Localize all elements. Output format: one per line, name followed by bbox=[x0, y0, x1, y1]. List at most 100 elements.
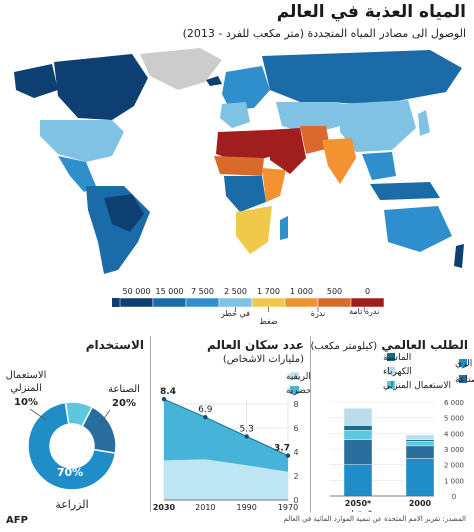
forecast-note: *توقعات bbox=[344, 509, 372, 512]
panel-divider bbox=[150, 336, 151, 512]
legend-label: الماشية bbox=[383, 353, 411, 363]
legend-label: المناطق الريفية bbox=[286, 372, 310, 382]
legend-category-label: ندرة تامة bbox=[349, 307, 379, 316]
legend-swatch bbox=[459, 375, 467, 383]
legend-tick-label: 1 700 bbox=[257, 287, 280, 296]
usage-panel: الاستخدام 70% الزراعة الصناعة 20% الاستعمال ا… bbox=[0, 336, 150, 512]
map-region-sahel bbox=[214, 156, 264, 176]
map-region-india bbox=[322, 138, 356, 184]
legend-swatch bbox=[459, 359, 467, 367]
map-region-australia bbox=[384, 206, 452, 252]
y-tick-label: 4 000 bbox=[444, 430, 464, 438]
x-tick-label: 2050* bbox=[345, 499, 372, 508]
legend-swatch bbox=[317, 297, 352, 308]
x-tick-label: 1990 bbox=[236, 503, 256, 512]
y-tick-label: 0 bbox=[452, 493, 456, 501]
source-note: المصدر: تقرير الامم المتحدة عن تنمية الم… bbox=[283, 515, 466, 523]
y-tick-label: 5 000 bbox=[444, 415, 464, 423]
map-region-china bbox=[340, 100, 416, 152]
data-label: 5.3 bbox=[240, 424, 254, 434]
map-region-east-africa bbox=[262, 168, 286, 202]
population-title: عدد سكان العالم bbox=[207, 338, 304, 352]
legend-category-label: ندرة bbox=[311, 309, 325, 318]
legend-swatch bbox=[387, 367, 395, 375]
legend-tick-label: 7 500 bbox=[191, 287, 214, 296]
y-tick-label: 3 000 bbox=[444, 446, 464, 454]
map-region-canada bbox=[54, 54, 148, 120]
area-rural bbox=[164, 459, 288, 500]
data-label: 6.9 bbox=[198, 405, 213, 415]
afp-logo: AFP bbox=[6, 515, 28, 526]
legend-swatch bbox=[350, 297, 385, 308]
demand-title-text: الطلب العالمي bbox=[381, 338, 468, 352]
y-tick-label: 4 bbox=[293, 448, 298, 457]
map-region-north-africa bbox=[216, 130, 272, 164]
demand-title: الطلب العالمي (كيلومتر مكعب) bbox=[310, 338, 468, 352]
y-tick-label: 1 000 bbox=[444, 477, 464, 485]
map-region-southeast-asia bbox=[362, 152, 396, 180]
map-legend: 50 000 15 000 7 500 2 500 1 700 1 000 500 0 في … bbox=[112, 287, 385, 326]
bar-segment bbox=[343, 439, 373, 465]
bar-segment bbox=[343, 464, 373, 497]
map-region-usa bbox=[40, 120, 124, 162]
legend-label: المناطق الحضرية bbox=[286, 386, 310, 396]
legend-swatch bbox=[290, 372, 299, 380]
x-tick-label: 1970 bbox=[278, 503, 298, 512]
y-tick-label: 0 bbox=[293, 496, 298, 505]
map-region-indonesia bbox=[370, 182, 440, 200]
usage-title: الاستخدام bbox=[85, 338, 144, 352]
data-point bbox=[244, 434, 249, 439]
world-map bbox=[0, 46, 474, 280]
legend-swatch bbox=[119, 297, 154, 308]
map-region-brazil bbox=[104, 194, 144, 232]
legend-tick-label: 1 000 bbox=[290, 287, 313, 296]
panel-divider bbox=[310, 336, 311, 512]
map-region-new-zealand bbox=[454, 244, 464, 268]
map-region-middle-east bbox=[268, 128, 306, 174]
legend-category-label: في خطر bbox=[220, 309, 250, 318]
map-region-iceland bbox=[206, 76, 222, 86]
map-region-russia bbox=[262, 50, 462, 104]
legend-label: الري bbox=[455, 359, 472, 369]
legend-tick-label: 50 000 bbox=[123, 287, 151, 296]
map-region-mexico bbox=[58, 156, 96, 192]
data-point bbox=[285, 453, 291, 458]
demand-bar-chart: الري الصناعة الماشية الكهرباء الاستعمال المن… bbox=[330, 353, 474, 512]
bar-segment bbox=[405, 439, 435, 442]
donut-value-label: 10% bbox=[14, 397, 38, 408]
legend-swatch bbox=[152, 297, 187, 308]
legend-swatch bbox=[284, 297, 319, 308]
population-panel: عدد سكان العالم (مليارات الاشخاص) المناط… bbox=[150, 336, 310, 512]
map-region-europe bbox=[222, 66, 270, 110]
data-point bbox=[203, 415, 208, 420]
usage-donut-chart: 70% الزراعة الصناعة 20% الاستعمال المنزلي 10% bbox=[6, 370, 140, 511]
x-tick-label: 2010 bbox=[195, 503, 215, 512]
donut-slice bbox=[27, 401, 117, 491]
map-region-central-asia bbox=[276, 102, 348, 134]
legend-swatch bbox=[251, 297, 286, 308]
donut-value-label: 20% bbox=[112, 398, 136, 409]
map-region-alaska bbox=[14, 64, 58, 98]
legend-swatch bbox=[112, 298, 120, 307]
legend-tick-label: 0 bbox=[365, 287, 370, 296]
donut-leader-line bbox=[99, 409, 111, 425]
map-region-europe-west bbox=[220, 102, 250, 128]
bar-segment bbox=[405, 434, 435, 440]
x-tick-label: 2030 bbox=[153, 503, 176, 512]
map-region-japan bbox=[418, 110, 430, 136]
legend-swatch bbox=[387, 381, 395, 389]
data-point bbox=[161, 397, 167, 402]
map-region-iran bbox=[300, 126, 330, 154]
map-region-central-africa bbox=[224, 176, 266, 212]
legend-category-label: ضغط bbox=[259, 317, 277, 326]
y-tick-label: 8 bbox=[293, 400, 298, 409]
legend-tick-label: 500 bbox=[327, 287, 342, 296]
data-label: 3.7 bbox=[274, 444, 290, 454]
legend-tick-label: 2 500 bbox=[224, 287, 247, 296]
y-tick-label: 6 000 bbox=[444, 399, 464, 407]
total-line bbox=[163, 398, 289, 457]
bar-segment bbox=[343, 425, 373, 431]
legend-label: الصناعة bbox=[455, 375, 474, 385]
map-region-madagascar bbox=[280, 216, 288, 240]
y-tick-label: 2 bbox=[293, 472, 298, 481]
